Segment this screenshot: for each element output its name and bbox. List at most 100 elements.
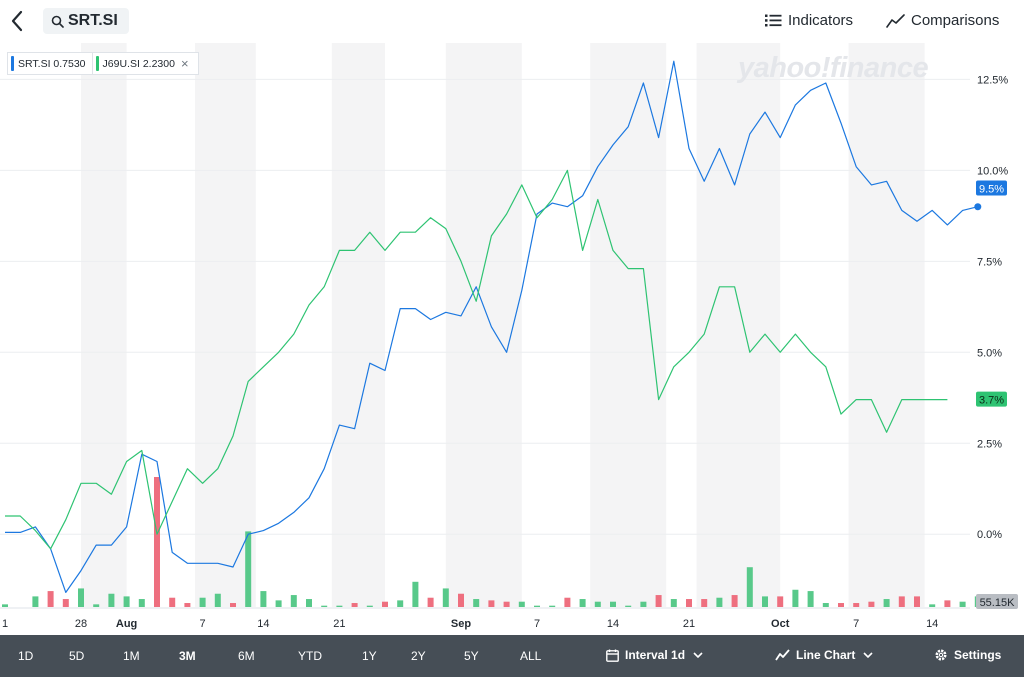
volume-bar (260, 591, 267, 607)
y-tick-label: 7.5% (977, 256, 1002, 268)
x-tick-label: 14 (926, 618, 938, 630)
settings-label: Settings (954, 648, 1002, 662)
volume-bar (47, 591, 54, 607)
volume-bar (762, 596, 768, 607)
legend-item-srt[interactable]: SRT.SI 0.7530 (8, 53, 86, 74)
shaded-period-band (195, 43, 256, 607)
settings-button[interactable]: Settings (934, 648, 1001, 662)
volume-bar (503, 601, 510, 607)
close-icon[interactable]: × (180, 56, 189, 71)
volume-bar (549, 605, 556, 607)
shaded-period-band (81, 43, 127, 607)
x-tick-label: 21 (683, 618, 695, 630)
volume-bar (138, 599, 145, 607)
shaded-period-band (331, 43, 385, 607)
legend-symbol: J69U.SI (102, 57, 140, 70)
volume-bar (306, 599, 312, 607)
symbol-search[interactable]: SRT.SI (43, 8, 129, 34)
range-button-6m[interactable]: 6M (238, 649, 255, 663)
volume-bar (716, 597, 723, 607)
y-tick-label: 12.5% (977, 74, 1008, 86)
series-end-label: 9.5% (979, 184, 1004, 196)
x-tick-label: 7 (200, 618, 206, 630)
volume-bar (108, 593, 115, 607)
volume-bar (351, 603, 358, 607)
range-button-ytd[interactable]: YTD (298, 649, 322, 663)
x-tick-label: 7 (853, 618, 859, 630)
volume-bar (929, 604, 936, 607)
volume-bar (564, 597, 571, 607)
gear-icon (935, 649, 947, 661)
volume-bar (214, 593, 221, 607)
volume-bar (275, 600, 282, 607)
range-button-1d[interactable]: 1D (18, 649, 34, 663)
legend-value: 2.2300 (142, 57, 175, 70)
y-tick-label: 2.5% (977, 438, 1002, 450)
legend-value: 0.7530 (53, 57, 86, 70)
range-button-5d[interactable]: 5D (69, 649, 85, 663)
legend-swatch-green (95, 56, 99, 71)
price-chart[interactable]: 12.5% 10.0% 7.5% 5.0% 2.5% 0.0% 1 28 Aug 7 14 21 Sep… (0, 0, 1024, 635)
volume-bar (62, 599, 69, 607)
range-button-1y[interactable]: 1Y (362, 649, 377, 663)
interval-dropdown[interactable]: Interval 1d (606, 648, 711, 662)
volume-bar (640, 601, 647, 607)
volume-bar (412, 581, 419, 607)
volume-bar (670, 599, 677, 607)
volume-bar (336, 605, 343, 607)
volume-bar (427, 597, 434, 607)
search-icon (51, 15, 64, 28)
shaded-period-band (848, 43, 925, 607)
back-button[interactable] (6, 8, 28, 34)
range-button-all[interactable]: ALL (520, 649, 542, 663)
volume-bar (731, 595, 738, 607)
y-tick-label: 5.0% (977, 347, 1002, 359)
series-end-label-box (976, 391, 1007, 407)
x-tick-label: 14 (257, 618, 269, 630)
legend-symbol: SRT.SI (18, 57, 51, 70)
legend-item-j69u[interactable]: J69U.SI 2.2300 × (91, 53, 189, 74)
shaded-period-band (696, 43, 781, 607)
volume-bar (777, 596, 784, 607)
chevron-down-icon (863, 652, 873, 659)
volume-bar (792, 589, 799, 607)
volume-bar (93, 604, 100, 607)
series-end-label: 3.7% (979, 395, 1004, 407)
volume-bar (169, 597, 176, 607)
y-tick-label: 0.0% (977, 529, 1002, 541)
chart-type-dropdown[interactable]: Line Chart (775, 648, 881, 662)
x-tick-label: 7 (534, 618, 540, 630)
volume-bar (594, 601, 601, 607)
chevron-left-icon (11, 10, 23, 32)
range-button-2y[interactable]: 2Y (411, 649, 426, 663)
x-tick-label: 28 (75, 618, 87, 630)
chart-type-label: Line Chart (796, 648, 856, 662)
volume-bar (746, 567, 753, 607)
shaded-period-band (445, 43, 522, 607)
legend-swatch-blue (11, 56, 14, 71)
top-bar: SRT.SI Indicators Comparisons (0, 0, 1024, 44)
range-button-5y[interactable]: 5Y (464, 649, 479, 663)
x-tick-label: Sep (451, 618, 471, 630)
volume-max-label: 55.15K (980, 597, 1016, 609)
volume-bar (868, 601, 875, 607)
volume-bar (199, 597, 206, 607)
volume-bar (382, 601, 388, 607)
volume-bar (32, 596, 39, 607)
comparisons-button[interactable]: Comparisons (886, 12, 999, 29)
volume-bar (625, 605, 632, 607)
volume-bar (807, 591, 814, 607)
volume-bar (290, 595, 297, 607)
trend-line-icon (886, 13, 905, 28)
bottom-toolbar: 1D 5D 1M 3M 6M YTD 1Y 2Y 5Y ALL Interval… (0, 635, 1024, 677)
volume-bar (366, 605, 373, 607)
range-button-3m[interactable]: 3M (179, 649, 196, 663)
volume-bar (898, 596, 905, 607)
x-tick-label: 14 (607, 618, 619, 630)
indicators-button[interactable]: Indicators (765, 12, 853, 29)
volume-bar (579, 599, 586, 607)
calendar-icon (606, 649, 619, 662)
series-line-j69u-si (5, 169, 948, 550)
range-button-1m[interactable]: 1M (123, 649, 140, 663)
x-tick-label: Aug (116, 618, 137, 630)
